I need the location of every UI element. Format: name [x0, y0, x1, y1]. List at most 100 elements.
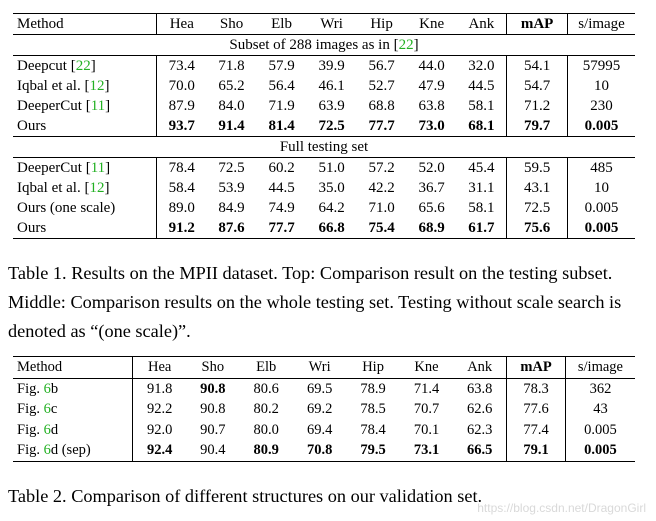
value-cell: 70.1: [413, 421, 440, 438]
value-cell: 57.2: [368, 160, 395, 176]
column-header: mAP: [506, 13, 568, 35]
table-row: Fig. 6b 91.8 90.8 80.6 69.5 78.9 71.4 63.8 78.3 3…: [13, 378, 635, 399]
value-cell: 63.8: [418, 98, 445, 114]
value-cell: 35.0: [318, 180, 345, 196]
citation-link[interactable]: 22: [75, 58, 91, 74]
value-cell: 64.2: [318, 200, 345, 216]
value-cell: 69.4: [306, 421, 333, 438]
value-cell: 362: [564, 378, 635, 399]
method-cell: Fig. 6d (sep): [13, 440, 133, 462]
value-cell: 78.3: [506, 378, 566, 399]
citation-link[interactable]: 6: [43, 421, 51, 438]
structures-table: Method Hea Sho Elb Wri Hip Kne Ank mAP s…: [13, 356, 635, 462]
citation-link[interactable]: 12: [89, 180, 105, 196]
column-header: Ank: [453, 356, 507, 379]
citation-link[interactable]: 11: [90, 98, 106, 114]
value-cell: 10: [567, 76, 635, 96]
value-cell: 46.1: [318, 78, 345, 94]
value-cell: 78.4: [360, 421, 386, 438]
table-row: DeeperCut [11] 87.9 84.0 71.9 63.9 68.8 63.8 58…: [13, 96, 635, 116]
value-cell: 77.4: [506, 419, 566, 440]
citation-link[interactable]: 6: [43, 380, 51, 397]
value-cell: 71.9: [268, 98, 295, 114]
table-row: Ours (one scale) 89.0 84.9 74.9 64.2 71.0 65.6…: [13, 198, 635, 218]
value-cell: 68.9: [406, 218, 457, 239]
value-cell: 58.1: [468, 98, 495, 114]
value-cell: 42.2: [368, 180, 395, 196]
value-cell: 92.0: [132, 419, 187, 440]
value-cell: 53.9: [218, 180, 245, 196]
value-cell: 71.4: [413, 380, 440, 397]
value-cell: 51.0: [318, 160, 345, 176]
value-cell: 43.1: [506, 178, 568, 198]
table-row: Fig. 6c 92.2 90.8 80.2 69.2 78.5 70.7 62.6 77.6 4…: [13, 399, 635, 420]
value-cell: 72.5: [218, 160, 245, 176]
value-cell: 32.0: [468, 58, 495, 74]
column-header: Hip: [346, 356, 400, 379]
value-cell: 39.9: [318, 58, 345, 74]
method-cell: Iqbal et al. [12]: [17, 180, 110, 196]
value-cell: 66.5: [453, 440, 507, 462]
value-cell: 0.005: [564, 419, 635, 440]
value-cell: 89.0: [156, 198, 207, 218]
value-cell: 87.6: [206, 218, 257, 239]
column-header: Ank: [456, 13, 507, 35]
table-row: Iqbal et al. [12] 70.0 65.2 56.4 46.1 52.7 47.…: [13, 76, 635, 96]
citation-link[interactable]: 6: [43, 442, 51, 458]
citation-link[interactable]: 11: [90, 160, 106, 176]
value-cell: 56.7: [368, 58, 395, 74]
value-cell: 52.0: [418, 160, 445, 176]
value-cell: 62.3: [466, 421, 493, 438]
column-header: Hea: [156, 13, 207, 35]
value-cell: 77.6: [506, 399, 566, 420]
structure-rows: Fig. 6b 91.8 90.8 80.6 69.5 78.9 71.4 63.8 78.3 3…: [13, 378, 635, 462]
table-row: Fig. 6d (sep) 92.4 90.4 80.9 70.8 79.5 73.1 66.…: [13, 440, 635, 462]
column-header: s/image: [567, 13, 635, 35]
table-header-row: Method Hea Sho Elb Wri Hip Kne Ank mAP s…: [13, 356, 635, 379]
citation-link[interactable]: 22: [398, 37, 414, 53]
section-title-row: Subset of 288 images as in [22]: [13, 34, 635, 56]
column-header: Method: [13, 356, 133, 379]
value-cell: 79.1: [506, 440, 566, 462]
table2-caption: Table 2. Comparison of different structu…: [8, 486, 483, 506]
value-cell: 0.005: [567, 218, 635, 239]
column-header: Sho: [186, 356, 240, 379]
method-cell: Deepcut [22]: [17, 58, 96, 74]
value-cell: 58.4: [156, 178, 207, 198]
value-cell: 79.7: [506, 116, 568, 137]
value-cell: 80.6: [253, 380, 279, 397]
value-cell: 84.9: [218, 200, 245, 216]
column-header: Elb: [256, 13, 307, 35]
value-cell: 87.9: [156, 96, 207, 116]
value-cell: 91.4: [206, 116, 257, 137]
column-header: mAP: [506, 356, 566, 379]
method-cell: DeeperCut [11]: [17, 160, 111, 176]
value-cell: 74.9: [268, 200, 295, 216]
value-cell: 73.4: [156, 55, 207, 76]
value-cell: 65.6: [418, 200, 445, 216]
method-cell: Fig. 6c: [17, 401, 58, 417]
table-row: DeeperCut [11] 78.4 72.5 60.2 51.0 57.2 52.0 45…: [13, 157, 635, 178]
value-cell: 75.6: [506, 218, 568, 239]
value-cell: 31.1: [468, 180, 495, 196]
value-cell: 91.2: [156, 218, 207, 239]
citation-link[interactable]: 6: [43, 401, 51, 417]
value-cell: 10: [567, 178, 635, 198]
method-cell: Iqbal et al. [12]: [17, 78, 110, 94]
citation-link[interactable]: 12: [89, 78, 105, 94]
value-cell: 80.9: [239, 440, 293, 462]
value-cell: 77.7: [256, 218, 307, 239]
value-cell: 66.8: [306, 218, 357, 239]
method-cell: DeeperCut [11]: [17, 98, 111, 114]
value-cell: 72.5: [506, 198, 568, 218]
column-header: s/image: [564, 356, 635, 379]
value-cell: 80.2: [253, 401, 279, 417]
value-cell: 230: [567, 96, 635, 116]
value-cell: 63.8: [466, 380, 493, 397]
value-cell: 44.5: [268, 180, 295, 196]
value-cell: 75.4: [356, 218, 407, 239]
value-cell: 70.0: [156, 76, 207, 96]
column-header: Method: [13, 13, 157, 35]
value-cell: 45.4: [468, 160, 495, 176]
value-cell: 52.7: [368, 78, 395, 94]
